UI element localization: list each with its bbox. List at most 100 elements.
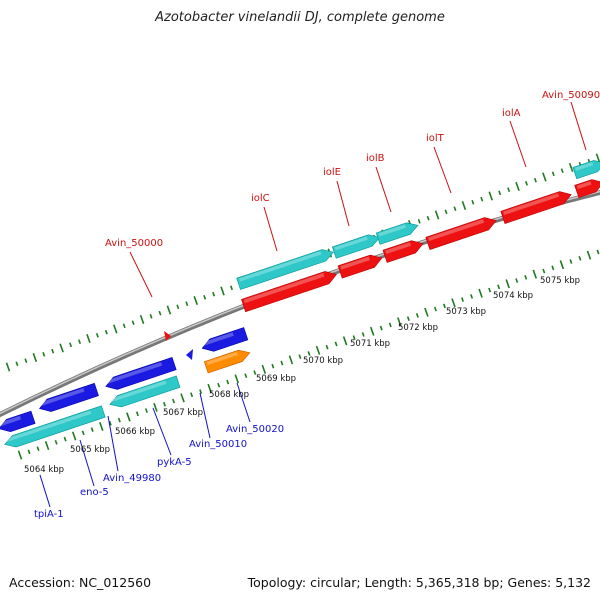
gene-label-avin-50010[interactable]: Avin_50010 bbox=[189, 439, 247, 450]
outer-tick bbox=[51, 348, 55, 354]
outer-tick bbox=[461, 200, 467, 211]
scale-label: 5069 kbp bbox=[256, 374, 296, 384]
gene-forward-0-shape bbox=[236, 249, 334, 290]
cds-reverse-2-shape bbox=[105, 357, 177, 390]
scale-label: 5066 kbp bbox=[115, 427, 155, 437]
inner-tick bbox=[596, 249, 600, 255]
gene-reverse-0 bbox=[4, 405, 106, 448]
cds-forward-0 bbox=[241, 271, 337, 313]
gene-label-avin-50020[interactable]: Avin_50020 bbox=[226, 424, 284, 435]
outer-tick bbox=[113, 324, 118, 334]
gene-reverse-0-shape bbox=[4, 405, 106, 448]
outer-tick bbox=[15, 361, 19, 367]
gene-label-iole[interactable]: iolE bbox=[323, 167, 341, 178]
outer-tick bbox=[426, 215, 430, 221]
page-title: Azotobacter vinelandii DJ, complete geno… bbox=[155, 10, 445, 25]
outer-tick bbox=[453, 206, 457, 212]
inner-tick bbox=[135, 411, 139, 417]
cds-reverse-small bbox=[186, 349, 193, 360]
gene-forward-0 bbox=[236, 249, 334, 290]
leader-forward-6 bbox=[570, 101, 587, 151]
outer-tick bbox=[434, 210, 440, 220]
inner-tick bbox=[361, 332, 365, 337]
cds-forward-small bbox=[164, 331, 171, 341]
scale-label: 5073 kbp bbox=[446, 307, 486, 317]
gene-reverse-1-shape bbox=[109, 375, 181, 408]
outer-tick bbox=[176, 304, 180, 310]
inner-tick bbox=[199, 389, 203, 394]
inner-tick bbox=[461, 297, 465, 302]
inner-tick bbox=[505, 279, 510, 289]
outer-tick bbox=[24, 358, 28, 364]
outer-tick bbox=[488, 191, 493, 201]
outer-tick bbox=[524, 180, 528, 186]
outer-tick bbox=[59, 343, 64, 353]
inner-tick-ring bbox=[17, 249, 600, 460]
inner-tick bbox=[153, 402, 158, 412]
outer-tick bbox=[551, 171, 555, 177]
inner-tick bbox=[586, 250, 592, 260]
cds-reverse-2-shine bbox=[106, 362, 163, 385]
scale-label: 5071 kbp bbox=[350, 339, 390, 349]
leader-reverse-2 bbox=[107, 415, 119, 472]
outer-tick bbox=[185, 301, 189, 307]
cds-forward-5 bbox=[574, 179, 600, 198]
gene-reverse-0-shine bbox=[4, 410, 92, 443]
outer-tick bbox=[78, 339, 82, 345]
leader-forward-1 bbox=[263, 206, 278, 252]
inner-tick bbox=[352, 335, 356, 340]
cds-reverse-1 bbox=[39, 382, 99, 412]
inner-tick bbox=[451, 298, 456, 308]
cds-forward-0-shine bbox=[243, 273, 325, 304]
inner-tick bbox=[172, 398, 176, 404]
inner-tick bbox=[551, 265, 555, 271]
inner-tick bbox=[342, 336, 348, 346]
inner-tick bbox=[470, 294, 474, 299]
inner-tick bbox=[288, 355, 294, 365]
cds-reverse-3-shape bbox=[201, 327, 249, 352]
outer-tick bbox=[193, 295, 198, 306]
gene-label-iolc[interactable]: iolC bbox=[251, 193, 270, 204]
leader-reverse-1 bbox=[79, 439, 95, 487]
gene-labels: Avin_50000 iolC iolE iolB iolT iolA Avin… bbox=[34, 90, 600, 520]
inner-tick bbox=[315, 345, 321, 355]
gene-label-tpia-1[interactable]: tpiA-1 bbox=[34, 509, 64, 520]
gene-label-iola[interactable]: iolA bbox=[502, 108, 521, 119]
gene-label-pyka-5[interactable]: pykA-5 bbox=[157, 457, 192, 468]
gene-label-eno-5[interactable]: eno-5 bbox=[80, 487, 109, 498]
gene-reverse-1 bbox=[109, 375, 181, 408]
outer-tick bbox=[122, 323, 126, 329]
cds-reverse-3 bbox=[201, 327, 249, 352]
inner-tick bbox=[90, 427, 94, 432]
inner-tick bbox=[298, 354, 302, 360]
inner-tick bbox=[488, 287, 492, 293]
inner-tick bbox=[415, 313, 419, 318]
outer-tick bbox=[166, 305, 172, 315]
cds-reverse-1-shine bbox=[39, 388, 85, 407]
gene-label-avin-50090[interactable]: Avin_50090 bbox=[542, 90, 600, 101]
inner-tick bbox=[532, 269, 538, 279]
cds-reverse-2 bbox=[105, 357, 177, 390]
gene-label-avin-50000[interactable]: Avin_50000 bbox=[105, 238, 163, 249]
outer-tick bbox=[158, 310, 162, 316]
outer-tick bbox=[131, 320, 135, 326]
outer-tick bbox=[417, 218, 421, 224]
outer-tick bbox=[507, 187, 511, 193]
inner-tick bbox=[334, 341, 338, 347]
gene-label-avin-49980[interactable]: Avin_49980 bbox=[103, 473, 161, 484]
inner-tick bbox=[307, 351, 311, 356]
inner-tick bbox=[261, 364, 267, 374]
inner-tick bbox=[442, 303, 446, 309]
inner-tick bbox=[108, 420, 112, 426]
scale-labels: 5064 kbp 5065 kbp 5066 kbp 5067 kbp 5068… bbox=[24, 276, 580, 475]
gene-label-iolb[interactable]: iolB bbox=[366, 153, 385, 164]
outer-tick bbox=[515, 181, 520, 192]
inner-tick bbox=[433, 306, 437, 312]
inner-tick bbox=[542, 268, 546, 274]
scale-label: 5074 kbp bbox=[493, 291, 533, 301]
outer-tick bbox=[104, 329, 108, 335]
inner-tick bbox=[71, 431, 77, 441]
outer-tick bbox=[69, 342, 73, 348]
gene-label-iolt[interactable]: iolT bbox=[426, 133, 445, 144]
outer-tick bbox=[220, 286, 225, 296]
